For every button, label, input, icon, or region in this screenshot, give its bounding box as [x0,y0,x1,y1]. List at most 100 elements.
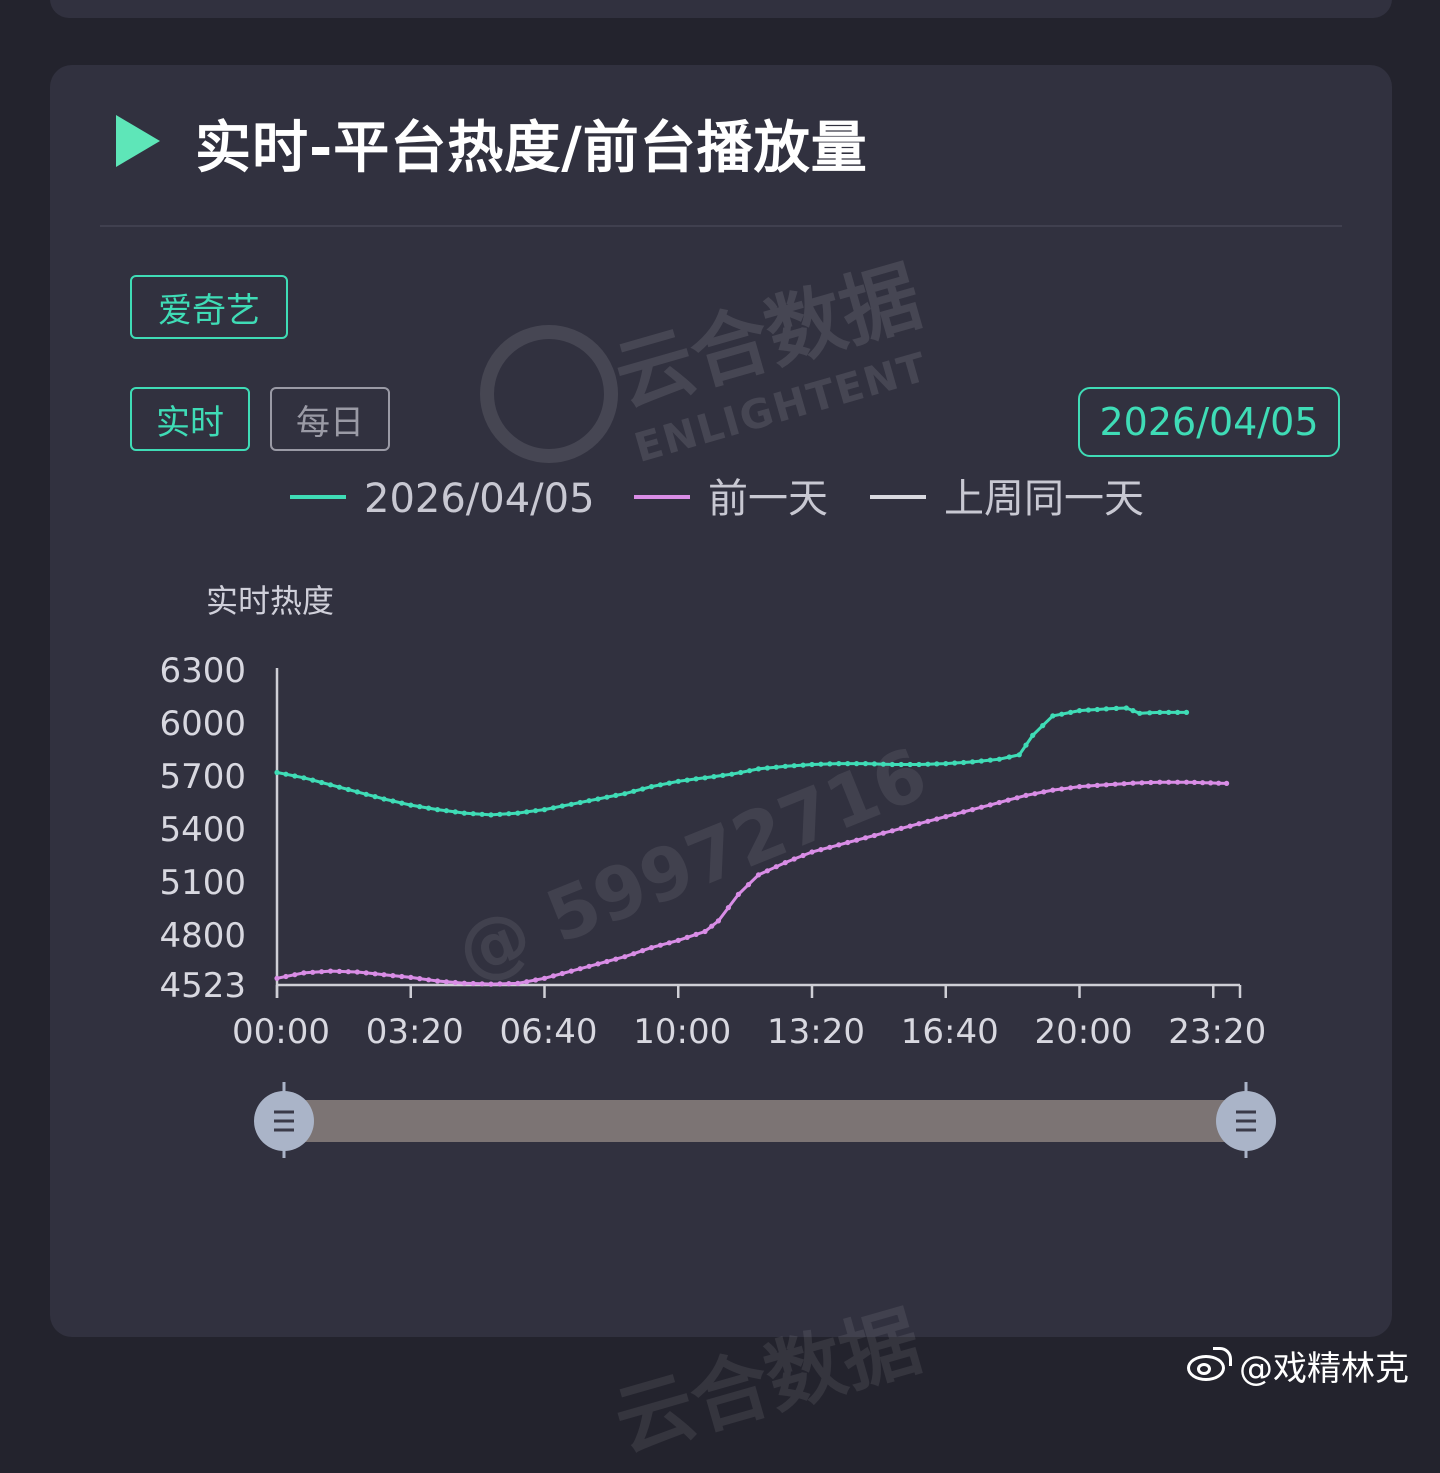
series-1-point [1094,782,1100,789]
series-0-point [1059,711,1065,717]
series-0-point [684,777,690,783]
series-1-point [354,969,360,975]
series-1-point [1050,787,1056,793]
series-1-point [827,844,833,850]
tab-daily[interactable]: 每日 [270,387,390,451]
series-0-point [417,804,423,810]
series-1-point [1157,779,1163,785]
series-1-point [1112,781,1118,787]
series-0-point [800,762,806,768]
series-1-point [773,864,779,870]
series-0-point [372,794,378,800]
series-1-point [372,971,378,977]
series-1-point [715,918,722,924]
series-1-point [880,830,886,836]
series-1-point [934,816,940,822]
play-triangle-icon [116,115,160,167]
series-0-point [1023,742,1029,748]
series-1-point [586,963,592,969]
tab-realtime[interactable]: 实时 [130,387,250,451]
series-1-point [1068,785,1074,791]
series-0-point [818,761,824,767]
series-0-point [613,792,619,799]
series-0-point [443,808,449,814]
series-1-point [845,839,851,846]
series-0-point [773,764,779,770]
series-0-point [738,769,744,776]
series-1-point [1166,779,1172,785]
series-0-point [711,774,717,780]
series-1-point [426,977,432,983]
series-1-point [1175,779,1181,785]
series-1-point [755,872,762,878]
series-1-point [1139,780,1145,786]
series-0-point [283,771,289,777]
series-0-point [1040,723,1046,729]
y-axis-title: 实时热度 [206,582,334,620]
range-slider-track [284,1100,1246,1142]
series-1-point [889,828,895,834]
series-0-point [1175,709,1181,716]
series-1-point [871,832,878,839]
series-1-point [1076,784,1083,790]
series-0-point [541,807,548,813]
series-1-point [898,825,904,832]
series-0-point [871,761,878,767]
series-1-point [310,969,316,975]
y-tick-label-6: 4523 [159,966,246,1006]
platform-tag-iqiyi[interactable]: 爱奇艺 [130,275,288,339]
series-0-point [497,811,503,817]
series-1-point [568,968,574,974]
series-0-point [809,761,815,768]
x-tick-label-0: 00:00 [232,1012,330,1052]
series-1-point [745,882,752,888]
previous-card [50,0,1392,18]
weibo-credit[interactable]: @戏精林克 [1185,1342,1409,1389]
series-1-point [657,942,664,948]
series-1-point [1005,797,1011,803]
series-1-point [969,807,976,813]
series-1-point [524,979,530,985]
series-0-point [1113,705,1119,712]
series-1-point [1216,780,1222,786]
series-0-point [996,756,1002,762]
series-1-point [996,799,1002,806]
series-line-0 [276,706,1187,817]
series-1-point [925,818,931,824]
series-0-point [827,761,833,767]
series-1-point [666,940,672,946]
series-0-point [666,780,672,786]
series-1-point [1183,779,1190,785]
series-1-point [791,856,797,862]
series-1-point [292,972,298,978]
series-1-point [1014,795,1020,801]
y-tick-label-5: 4800 [159,916,246,956]
series-1-point [631,951,637,957]
series-0-point [1137,710,1143,716]
series-0-point [479,811,485,817]
series-0-point [461,810,467,816]
date-picker[interactable]: 2026/04/05 [1078,387,1340,457]
series-1-point [452,979,458,986]
series-0-point [961,759,967,766]
series-0-point [354,789,360,795]
series-0-point [327,782,334,788]
series-0-point [426,805,432,811]
x-tick-label-6: 20:00 [1035,1012,1133,1052]
series-1-point [907,823,913,829]
series-0-point [862,761,869,767]
series-0-point [675,778,681,784]
series-1-point [1191,779,1198,786]
series-0-point [657,782,664,788]
series-0-point [345,786,351,793]
series-1-point [648,945,655,951]
series-0-point [470,811,476,817]
weibo-icon [1185,1347,1232,1383]
series-1-point [336,968,342,975]
series-1-point [952,811,958,817]
series-1-point [764,868,771,874]
series-0-point [1183,709,1190,716]
series-1-point [363,970,369,976]
series-0-point [363,791,369,797]
y-tick-label-4: 5100 [159,863,246,903]
